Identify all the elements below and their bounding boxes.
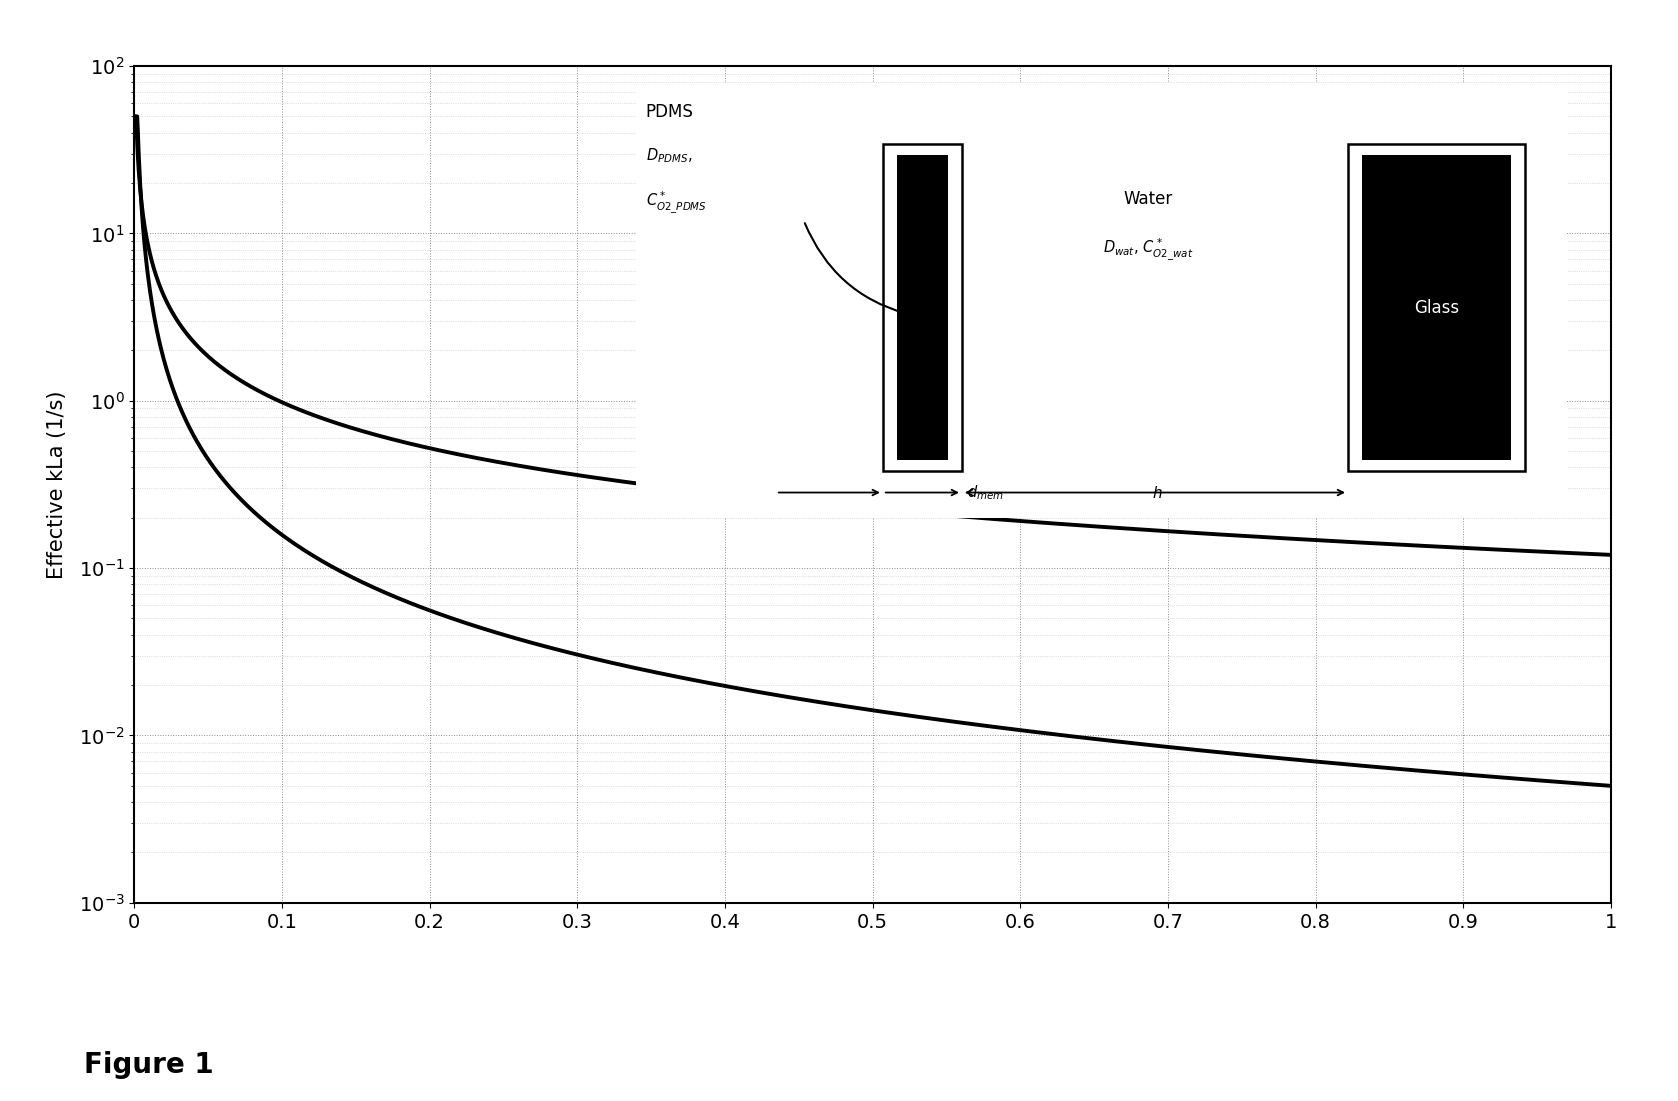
Y-axis label: Effective kLa (1/s): Effective kLa (1/s)	[47, 390, 67, 579]
Text: Figure 1: Figure 1	[84, 1051, 213, 1079]
